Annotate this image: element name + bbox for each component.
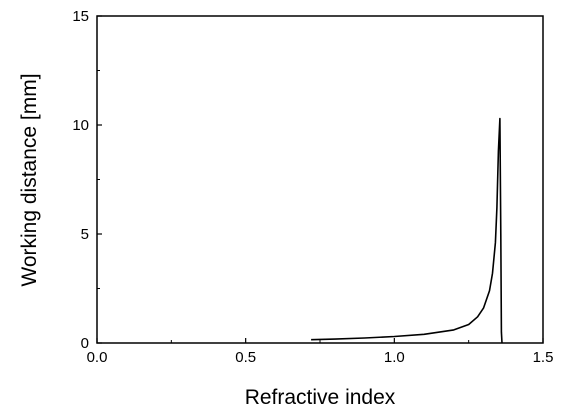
x-axis-label: Refractive index xyxy=(245,386,396,409)
y-tick-label: 5 xyxy=(81,226,89,243)
y-tick-label: 10 xyxy=(72,117,89,134)
x-tick-label: 0.5 xyxy=(235,349,256,366)
series-line xyxy=(311,117,503,344)
x-axis-ticks: 0.0 0.5 1.0 1.5 xyxy=(87,338,554,366)
y-axis-label: Working distance [mm] xyxy=(18,73,41,286)
series-layer xyxy=(311,117,503,344)
x-tick-label: 0.0 xyxy=(87,349,108,366)
x-tick-label: 1.5 xyxy=(533,349,554,366)
y-tick-label: 0 xyxy=(81,335,89,352)
y-axis-ticks: 0 5 10 15 xyxy=(72,8,102,352)
x-tick-label: 1.0 xyxy=(384,349,405,366)
plot-frame xyxy=(96,15,544,344)
y-tick-label: 15 xyxy=(72,8,89,25)
